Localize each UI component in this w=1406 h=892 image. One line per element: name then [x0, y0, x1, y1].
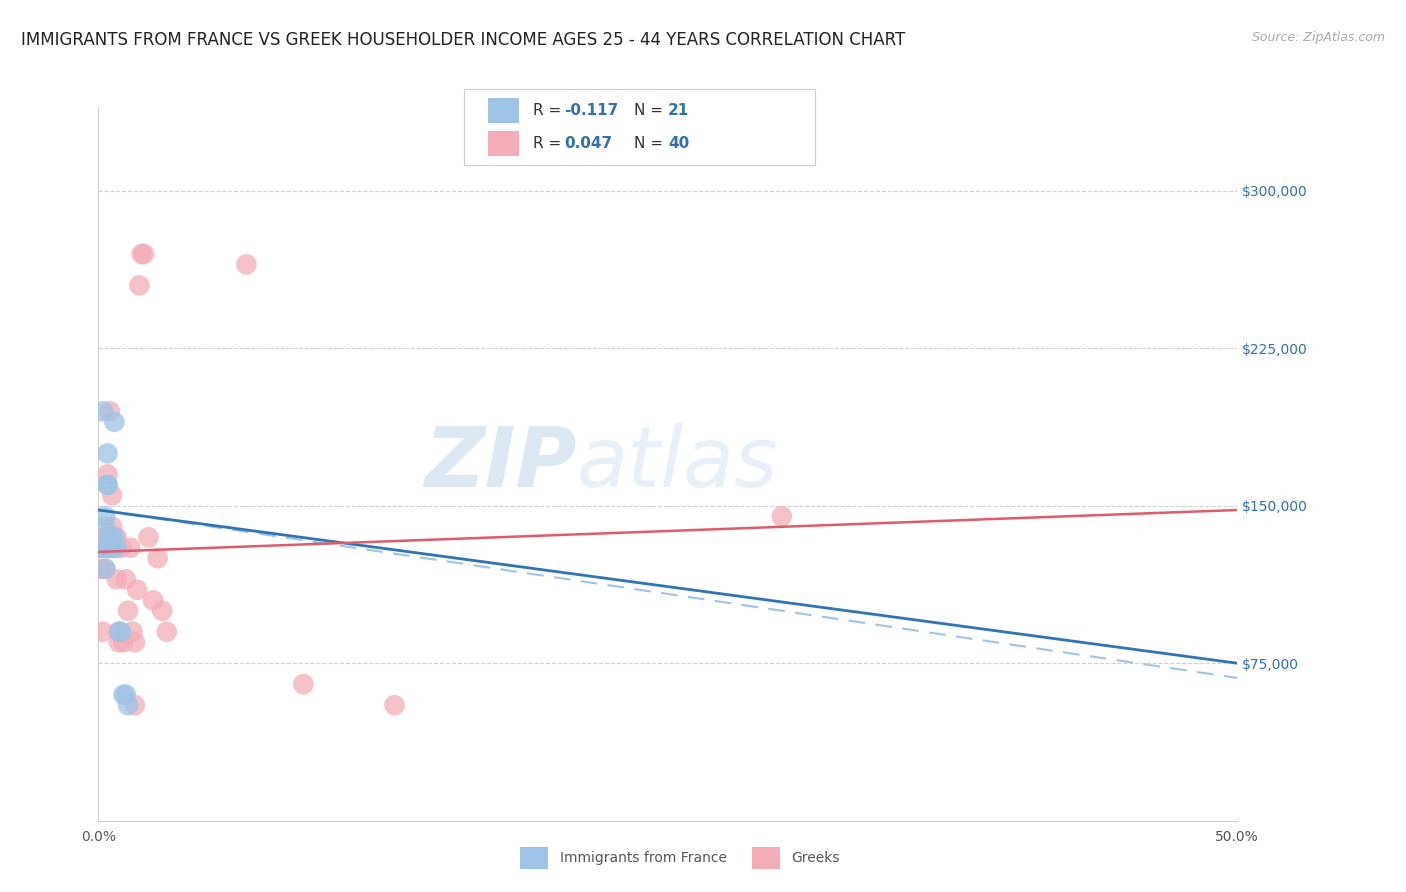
Point — [128, 278, 150, 293]
Point — [90, 541, 112, 555]
Point — [127, 582, 149, 597]
Point — [98, 541, 121, 555]
Text: R =: R = — [533, 136, 567, 152]
Point — [91, 541, 114, 555]
Point — [124, 698, 146, 713]
Point — [101, 488, 124, 502]
Text: -0.117: -0.117 — [564, 103, 619, 118]
Text: N =: N = — [634, 136, 668, 152]
Point — [94, 562, 117, 576]
Point — [108, 624, 131, 639]
Point — [117, 604, 139, 618]
Point — [91, 624, 114, 639]
Point — [96, 446, 118, 460]
Point — [105, 530, 128, 544]
Point — [110, 541, 132, 555]
Point — [94, 530, 117, 544]
Point — [94, 520, 117, 534]
Text: N =: N = — [634, 103, 668, 118]
Text: R =: R = — [533, 103, 567, 118]
Point — [91, 541, 114, 555]
Point — [98, 530, 121, 544]
Point — [105, 541, 128, 555]
Point — [146, 551, 169, 566]
Point — [108, 635, 131, 649]
Point — [142, 593, 165, 607]
Point — [235, 257, 257, 271]
Point — [117, 698, 139, 713]
Point — [120, 541, 142, 555]
Text: IMMIGRANTS FROM FRANCE VS GREEK HOUSEHOLDER INCOME AGES 25 - 44 YEARS CORRELATIO: IMMIGRANTS FROM FRANCE VS GREEK HOUSEHOL… — [21, 31, 905, 49]
Point — [112, 635, 135, 649]
Point — [156, 624, 179, 639]
Point — [98, 541, 121, 555]
Point — [292, 677, 315, 691]
Text: 0.047: 0.047 — [564, 136, 612, 152]
Text: Source: ZipAtlas.com: Source: ZipAtlas.com — [1251, 31, 1385, 45]
Point — [105, 572, 128, 586]
Point — [98, 404, 121, 418]
Point — [96, 467, 118, 482]
Point — [101, 541, 124, 555]
Point — [103, 415, 125, 429]
Text: Immigrants from France: Immigrants from France — [560, 851, 727, 865]
Point — [138, 530, 160, 544]
Text: ZIP: ZIP — [425, 424, 576, 504]
Point — [124, 635, 146, 649]
Point — [103, 530, 125, 544]
Text: Greeks: Greeks — [792, 851, 839, 865]
Point — [108, 624, 131, 639]
Text: atlas: atlas — [576, 424, 779, 504]
Text: 21: 21 — [668, 103, 689, 118]
Point — [114, 688, 136, 702]
Point — [94, 562, 117, 576]
Point — [132, 247, 155, 261]
Point — [94, 530, 117, 544]
Point — [103, 541, 125, 555]
Point — [101, 530, 124, 544]
Text: 40: 40 — [668, 136, 689, 152]
Point — [91, 404, 114, 418]
Point — [96, 541, 118, 555]
Point — [101, 541, 124, 555]
Point — [131, 247, 153, 261]
Point — [770, 509, 793, 524]
Point — [96, 530, 118, 544]
Point — [96, 478, 118, 492]
Point — [110, 624, 132, 639]
Point — [112, 688, 135, 702]
Point — [384, 698, 406, 713]
Point — [121, 624, 143, 639]
Point — [94, 509, 117, 524]
Point — [101, 520, 124, 534]
Point — [90, 562, 112, 576]
Point — [96, 478, 118, 492]
Point — [114, 572, 136, 586]
Point — [150, 604, 173, 618]
